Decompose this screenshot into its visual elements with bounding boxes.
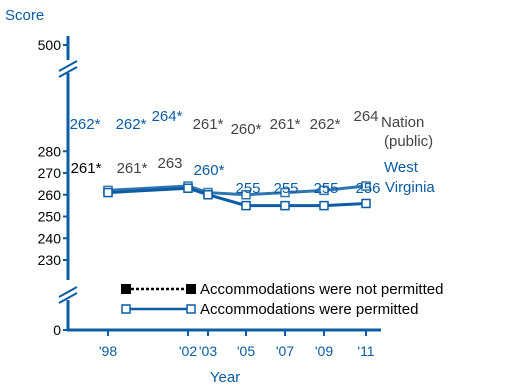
- west-virginia-series-name-line2: Virginia: [385, 179, 435, 196]
- axis-layer: 0 230 240 250 260 270 280 500 '98 '02'03 '05 '07 '09…: [38, 36, 381, 359]
- west-virginia-point: [319, 200, 329, 211]
- nation-data-label: 262*: [310, 116, 341, 133]
- x-tick-label: '05: [237, 343, 255, 359]
- nation-data-label: 261*: [270, 116, 301, 133]
- y-axis-break-lower-b: [58, 292, 78, 304]
- west-virginia-data-label: 256: [355, 180, 380, 197]
- nation-series-name-line2: (public): [384, 133, 433, 150]
- legend-marker-not-permitted-right: [186, 284, 196, 294]
- nation-series-name-line1: Nation: [381, 114, 424, 131]
- west-virginia-point: [280, 200, 290, 211]
- west-virginia-data-label: 261*: [117, 160, 148, 177]
- nation-data-label: 262*: [116, 116, 147, 133]
- y-tick-label: 280: [38, 143, 62, 159]
- west-virginia-point: [361, 198, 371, 209]
- nation-data-label: 261*: [193, 116, 224, 133]
- y-axis-break-upper-b: [58, 66, 78, 78]
- x-tick-label: '07: [276, 343, 294, 359]
- nation-point: [241, 190, 251, 200]
- y-axis-break-lower-a: [58, 286, 78, 298]
- y-tick-label: 230: [38, 252, 62, 268]
- x-tick-label: '98: [99, 343, 117, 359]
- west-virginia-series-name-line1: West: [384, 159, 419, 176]
- west-virginia-point: [241, 200, 251, 211]
- label-layer: 262* 262* 264* 261* 260* 261* 262* 264 261* 261* 2…: [70, 108, 436, 197]
- nation-point: [319, 185, 329, 196]
- nation-data-label: 264: [353, 108, 378, 125]
- legend-label-not-permitted: Accommodations were not permitted: [200, 281, 443, 298]
- nation-point: [361, 181, 371, 191]
- series-layer: [103, 181, 371, 211]
- y-tick-label: 260: [38, 187, 62, 203]
- y-tick-label: 240: [38, 230, 62, 246]
- x-axis-title: Year: [210, 369, 240, 385]
- legend-marker-not-permitted-left: [121, 284, 131, 294]
- y-tick-label: 250: [38, 209, 62, 225]
- nation-data-label: 264*: [152, 108, 183, 125]
- west-virginia-data-label: 255: [235, 180, 260, 197]
- y-axis-break-upper-a: [58, 60, 78, 72]
- x-tick-label: '09: [315, 343, 333, 359]
- y-tick-label: 500: [38, 37, 62, 53]
- west-virginia-point: [103, 187, 113, 198]
- y-axis-title: Score: [5, 7, 44, 24]
- x-tick-label: '02: [179, 343, 197, 359]
- legend-marker-permitted-left: [121, 304, 131, 314]
- west-virginia-point: [183, 183, 193, 193]
- nation-point: [280, 187, 290, 198]
- west-virginia-data-label: 263: [157, 155, 182, 172]
- x-tick-label: '11: [357, 343, 374, 359]
- west-virginia-point: [203, 190, 213, 200]
- x-tick-label: '03: [199, 343, 217, 359]
- y-tick-label: 0: [53, 322, 61, 338]
- west-virginia-data-label: 261*: [71, 160, 102, 177]
- y-tick-label: 270: [38, 165, 62, 181]
- west-virginia-data-label: 255: [273, 180, 298, 197]
- nation-data-label: 262*: [70, 116, 101, 133]
- west-virginia-data-label: 260*: [194, 162, 225, 179]
- legend-marker-permitted-right: [186, 304, 196, 314]
- west-virginia-data-label: 255: [313, 180, 338, 197]
- legend-label-permitted: Accommodations were permitted: [200, 301, 418, 318]
- nation-data-label: 260*: [231, 121, 262, 138]
